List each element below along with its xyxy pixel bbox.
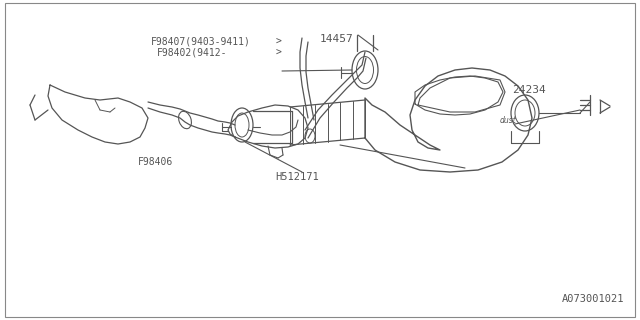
Text: >: > (275, 36, 281, 47)
Text: A073001021: A073001021 (561, 294, 624, 304)
Text: 14457: 14457 (320, 34, 354, 44)
Text: F98402(9412-: F98402(9412- (157, 48, 227, 58)
Text: 24234: 24234 (512, 84, 546, 95)
Text: dust: dust (500, 116, 516, 124)
Text: F98407(9403-9411): F98407(9403-9411) (150, 36, 250, 47)
Text: >: > (275, 48, 281, 58)
Text: H512171: H512171 (275, 172, 319, 182)
Text: F98406: F98406 (138, 156, 173, 167)
